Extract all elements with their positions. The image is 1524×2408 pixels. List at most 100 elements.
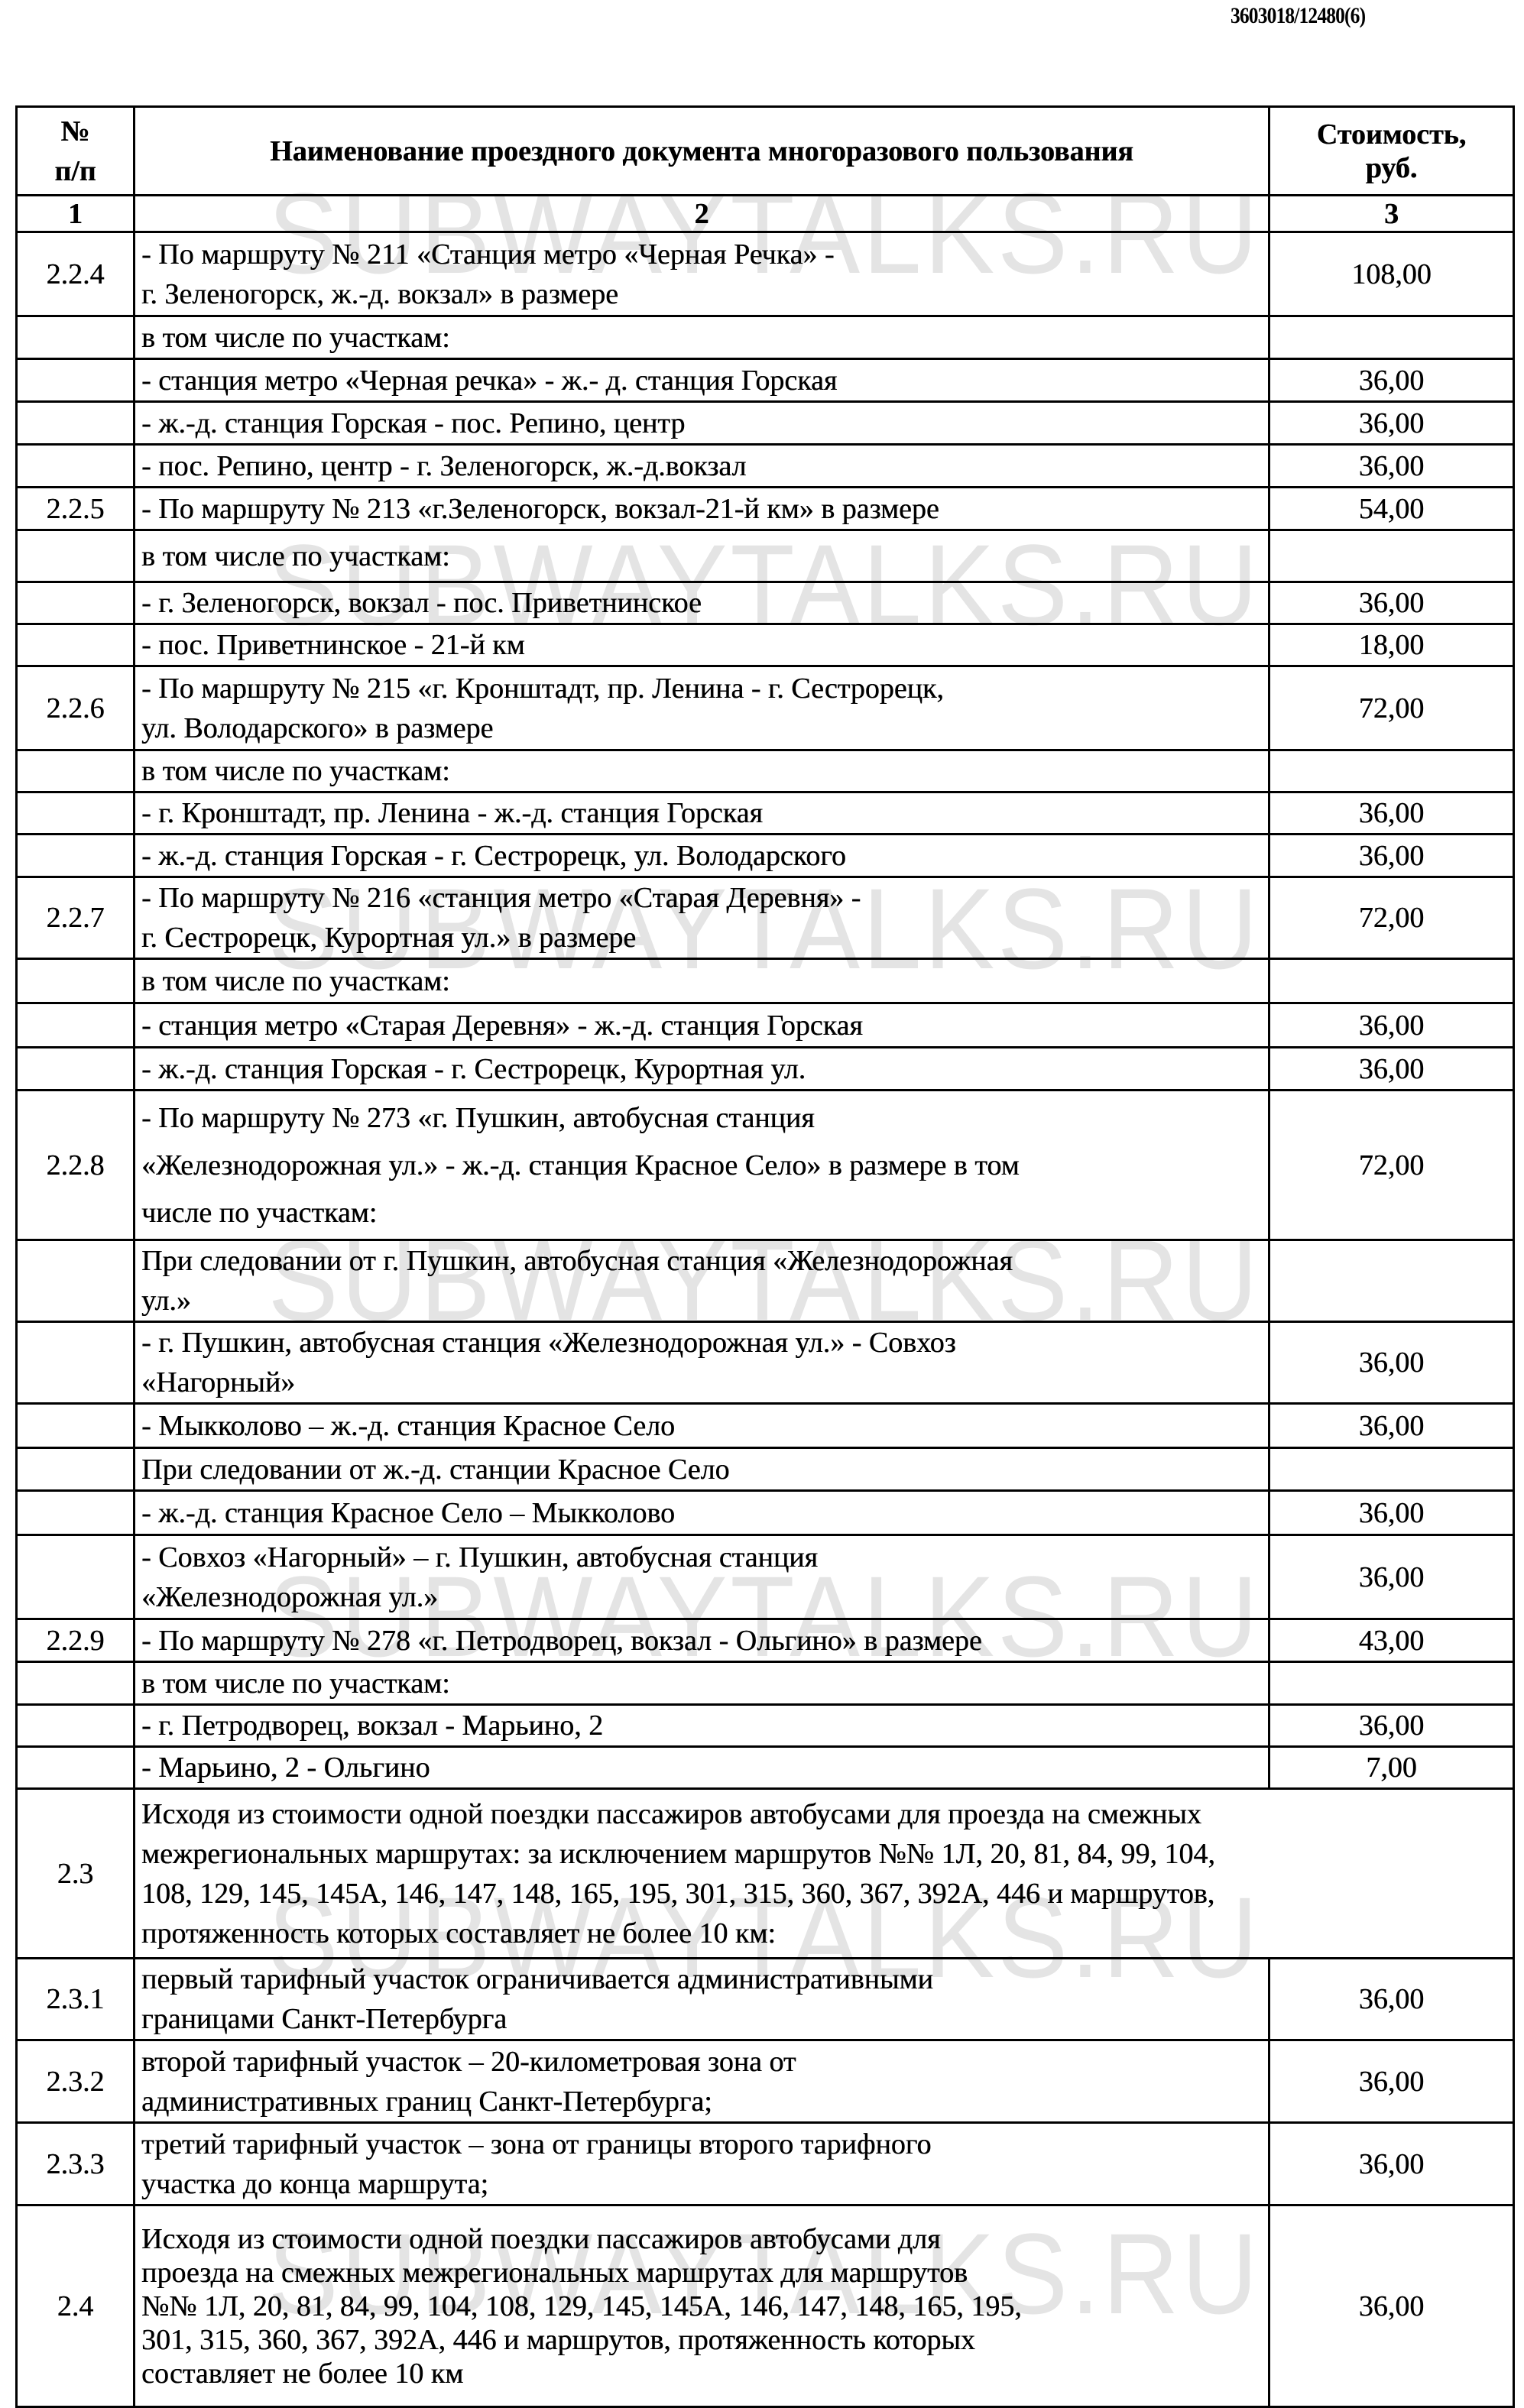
table-row: При следовании от г. Пушкин, автобусная … (15, 1239, 1515, 1323)
row-description: в том числе по участкам: (133, 1661, 1270, 1706)
row-description: второй тарифный участок – 20-километрова… (133, 2039, 1270, 2124)
row-description: - ж.-д. станция Горская - г. Сестрорецк,… (133, 1046, 1270, 1091)
row-description: - По маршруту № 213 «г.Зеленогорск, вокз… (133, 486, 1270, 531)
row-cost: 36,00 (1268, 1534, 1515, 1620)
row-cost: 36,00 (1268, 791, 1515, 835)
row-description: - Мыкколово – ж.-д. станция Красное Село (133, 1402, 1270, 1449)
row-description: Исходя из стоимости одной поездки пассаж… (133, 1787, 1515, 1959)
row-number (15, 1402, 135, 1449)
row-cost (1268, 315, 1515, 360)
row-number: 2.3.3 (15, 2121, 135, 2206)
row-number (15, 529, 135, 583)
row-cost (1268, 1447, 1515, 1492)
column-number-row: 1 2 3 (15, 194, 1515, 233)
table-row: в том числе по участкам: (15, 958, 1515, 1004)
row-description: в том числе по участкам: (133, 749, 1270, 793)
row-cost: 43,00 (1268, 1618, 1515, 1663)
row-cost: 36,00 (1268, 2039, 1515, 2124)
row-description: - г. Пушкин, автобусная станция «Железно… (133, 1321, 1270, 1405)
row-number (15, 1447, 135, 1492)
row-description: - пос. Приветнинское - 21-й км (133, 623, 1270, 667)
row-number: 2.3 (15, 1787, 135, 1959)
row-cost: 36,00 (1268, 581, 1515, 625)
row-description: - г. Зеленогорск, вокзал - пос. Приветни… (133, 581, 1270, 625)
table-row: - ж.-д. станция Горская - г. Сестрорецк,… (15, 1046, 1515, 1091)
row-number (15, 315, 135, 360)
row-number (15, 1321, 135, 1405)
row-cost: 36,00 (1268, 833, 1515, 878)
row-cost: 72,00 (1268, 876, 1515, 960)
table-row: 2.2.9- По маршруту № 278 «г. Петродворец… (15, 1618, 1515, 1663)
row-number: 2.2.4 (15, 231, 135, 317)
row-description: - По маршруту № 273 «г. Пушкин, автобусн… (133, 1089, 1270, 1241)
row-description: При следовании от ж.-д. станции Красное … (133, 1447, 1270, 1492)
row-number: 2.2.8 (15, 1089, 135, 1241)
row-description: - По маршруту № 216 «станция метро «Стар… (133, 876, 1270, 960)
row-description: третий тарифный участок – зона от границ… (133, 2121, 1270, 2206)
table-row: - ж.-д. станция Горская - пос. Репино, ц… (15, 400, 1515, 446)
row-number (15, 443, 135, 488)
table-row: - ж.-д. станция Горская - г. Сестрорецк,… (15, 833, 1515, 878)
row-number (15, 1745, 135, 1790)
row-description: в том числе по участкам: (133, 958, 1270, 1004)
row-description: в том числе по участкам: (133, 529, 1270, 583)
table-row: в том числе по участкам: (15, 529, 1515, 583)
row-description: - ж.-д. станция Красное Село – Мыкколово (133, 1489, 1270, 1536)
row-number: 2.2.6 (15, 665, 135, 751)
table-row: 2.2.7- По маршруту № 216 «станция метро … (15, 876, 1515, 960)
row-cost: 36,00 (1268, 1402, 1515, 1449)
table-row: - пос. Приветнинское - 21-й км 18,00 (15, 623, 1515, 667)
table-row: 2.2.8- По маршруту № 273 «г. Пушкин, авт… (15, 1089, 1515, 1241)
row-number (15, 581, 135, 625)
table-row: - г. Пушкин, автобусная станция «Железно… (15, 1321, 1515, 1405)
row-cost (1268, 1661, 1515, 1706)
row-number (15, 1002, 135, 1048)
header-name: Наименование проездного документа многор… (133, 105, 1270, 196)
column-number-1: 1 (15, 194, 135, 233)
row-cost: 36,00 (1268, 1957, 1515, 2041)
row-number (15, 358, 135, 403)
row-cost (1268, 749, 1515, 793)
column-number-2: 2 (133, 194, 1270, 233)
row-cost: 36,00 (1268, 1703, 1515, 1748)
row-number (15, 623, 135, 667)
row-number (15, 1239, 135, 1323)
table-row: - г. Зеленогорск, вокзал - пос. Приветни… (15, 581, 1515, 625)
table-row: - Марьино, 2 - Ольгино 7,00 (15, 1745, 1515, 1790)
row-number (15, 1046, 135, 1091)
row-number (15, 1703, 135, 1748)
row-number (15, 400, 135, 446)
row-cost: 36,00 (1268, 2121, 1515, 2206)
row-number: 2.3.2 (15, 2039, 135, 2124)
fare-table: № п/п Наименование проездного документа … (15, 105, 1515, 2408)
row-cost: 54,00 (1268, 486, 1515, 531)
row-cost: 36,00 (1268, 443, 1515, 488)
row-description: - Совхоз «Нагорный» – г. Пушкин, автобус… (133, 1534, 1270, 1620)
table-row: 2.2.6- По маршруту № 215 «г. Кронштадт, … (15, 665, 1515, 751)
table-row: в том числе по участкам: (15, 1661, 1515, 1706)
row-cost: 36,00 (1268, 2204, 1515, 2408)
row-cost: 7,00 (1268, 1745, 1515, 1790)
row-description: - станция метро «Черная речка» - ж.- д. … (133, 358, 1270, 403)
table-row: в том числе по участкам: (15, 749, 1515, 793)
row-description: - г. Кронштадт, пр. Ленина - ж.-д. станц… (133, 791, 1270, 835)
table-row: При следовании от ж.-д. станции Красное … (15, 1447, 1515, 1492)
row-number (15, 1661, 135, 1706)
row-cost: 36,00 (1268, 400, 1515, 446)
row-cost: 36,00 (1268, 1489, 1515, 1536)
row-description: - По маршруту № 211 «Станция метро «Черн… (133, 231, 1270, 317)
table-row: - Совхоз «Нагорный» – г. Пушкин, автобус… (15, 1534, 1515, 1620)
row-cost: 36,00 (1268, 1321, 1515, 1405)
row-description: Исходя из стоимости одной поездки пассаж… (133, 2204, 1270, 2408)
row-cost: 36,00 (1268, 1002, 1515, 1048)
row-cost: 18,00 (1268, 623, 1515, 667)
row-number (15, 749, 135, 793)
row-number (15, 791, 135, 835)
table-row: - г. Кронштадт, пр. Ленина - ж.-д. станц… (15, 791, 1515, 835)
table-row: 2.2.5- По маршруту № 213 «г.Зеленогорск,… (15, 486, 1515, 531)
row-cost (1268, 958, 1515, 1004)
column-number-3: 3 (1268, 194, 1515, 233)
table-row: - станция метро «Старая Деревня» - ж.-д.… (15, 1002, 1515, 1048)
table-row: 2.3.1 первый тарифный участок ограничивае… (15, 1957, 1515, 2041)
row-description: - г. Петродворец, вокзал - Марьино, 2 (133, 1703, 1270, 1748)
